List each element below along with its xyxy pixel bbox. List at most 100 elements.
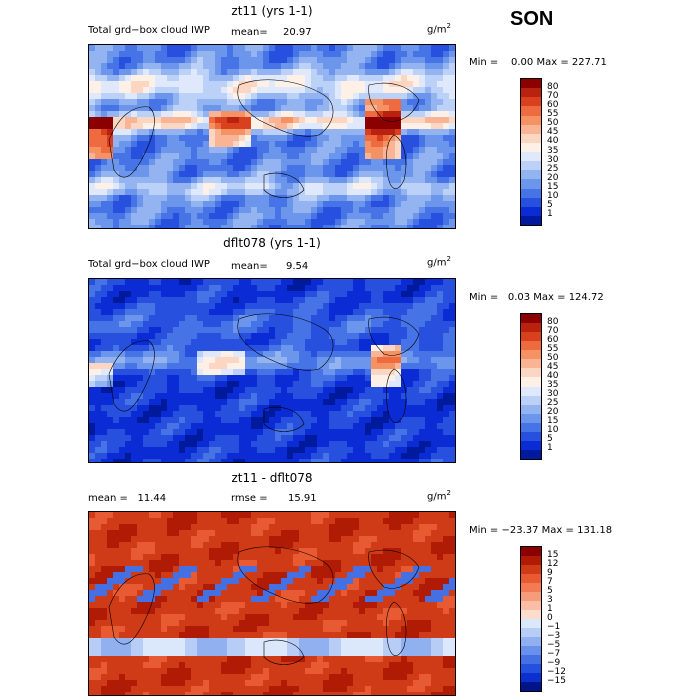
colorbar-tick-label: 50 — [547, 118, 559, 129]
panel-title: dflt078 (yrs 1-1) — [223, 236, 321, 250]
colorbar-swatch — [521, 673, 541, 682]
stat-label: rmse = — [231, 493, 268, 504]
colorbar-tick-label: 55 — [547, 343, 559, 354]
colorbar-tick-label: 60 — [547, 99, 559, 110]
colorbar-swatch — [521, 386, 541, 396]
colorbar-swatch — [521, 170, 541, 180]
colorbar-tick-label: 15 — [547, 416, 559, 427]
colorbar-tick-label: 35 — [547, 380, 559, 390]
colorbar-tick-label: 70 — [547, 325, 559, 336]
colorbar-swatch — [521, 115, 541, 125]
min-max-label: Min = 0.03 Max = 124.72 — [469, 292, 604, 303]
colorbar-tick-label: −9 — [547, 657, 561, 668]
colorbar-tick-label: 15 — [547, 182, 559, 192]
colorbar-tick-label: 15 — [547, 549, 559, 560]
colorbar — [520, 78, 542, 226]
colorbar-tick-label: −5 — [547, 639, 561, 650]
field-label: Total grd−box cloud IWP — [88, 25, 210, 36]
colorbar-swatch — [521, 422, 541, 432]
colorbar-tick-label: 50 — [547, 352, 559, 363]
stat-value: 9.54 — [286, 261, 309, 272]
colorbar — [520, 313, 542, 460]
field-label: Total grd−box cloud IWP — [88, 259, 210, 270]
colorbar-swatch — [521, 404, 541, 414]
map-plot — [88, 44, 456, 229]
colorbar-tick-label: 10 — [547, 425, 559, 436]
colorbar-tick-label: 12 — [547, 558, 559, 569]
colorbar-swatch — [521, 655, 541, 664]
colorbar-swatch — [521, 197, 541, 207]
season-label: SON — [510, 8, 554, 30]
colorbar-swatch — [521, 413, 541, 423]
colorbar-swatch — [521, 97, 541, 107]
colorbar-tick-label: 35 — [547, 145, 559, 156]
colorbar-swatch — [521, 592, 541, 601]
colorbar-swatch — [521, 323, 541, 333]
colorbar-swatch — [521, 377, 541, 387]
colorbar-swatch — [521, 664, 541, 673]
colorbar-swatch — [521, 619, 541, 628]
map-plot — [88, 278, 456, 463]
colorbar-swatch — [521, 179, 541, 189]
colorbar-swatch — [521, 79, 541, 89]
colorbar-tick-label: 30 — [547, 154, 559, 165]
colorbar-swatch — [521, 556, 541, 565]
colorbar-swatch — [521, 332, 541, 342]
colorbar-tick-label: 1 — [547, 603, 553, 614]
colorbar-tick-label: 25 — [547, 163, 559, 174]
panel-title: zt11 - dflt078 — [231, 471, 313, 485]
units-label: g/m2 — [427, 22, 451, 36]
colorbar-swatch — [521, 610, 541, 619]
colorbar-swatch — [521, 682, 541, 691]
units-label: g/m2 — [427, 255, 451, 269]
colorbar-swatch — [521, 206, 541, 216]
colorbar-swatch — [521, 161, 541, 171]
colorbar-swatch — [521, 583, 541, 592]
stat-label: mean= — [231, 27, 268, 38]
colorbar-tick-label: 30 — [547, 389, 559, 400]
min-max-label: Min = 0.00 Max = 227.71 — [469, 57, 607, 68]
colorbar-swatch — [521, 574, 541, 583]
colorbar-tick-label: 40 — [547, 136, 559, 147]
colorbar-tick-label: 45 — [547, 127, 559, 138]
colorbar-tick-label: 5 — [547, 200, 553, 211]
colorbar-swatch — [521, 359, 541, 369]
colorbar-swatch — [521, 646, 541, 655]
min-max-label: Min = −23.37 Max = 131.18 — [469, 525, 613, 536]
colorbar-tick-label: 7 — [547, 576, 553, 587]
colorbar-tick-label: −1 — [547, 621, 561, 632]
field-label: mean = 11.44 — [88, 493, 167, 504]
colorbar-tick-label: 1 — [547, 443, 553, 454]
colorbar-swatch — [521, 431, 541, 441]
colorbar-swatch — [521, 88, 541, 98]
colorbar-tick-label: 0 — [547, 612, 553, 623]
colorbar-tick-label: 20 — [547, 172, 559, 183]
map-plot — [88, 511, 456, 696]
colorbar-tick-label: 40 — [547, 370, 559, 381]
colorbar-tick-label: 3 — [547, 594, 553, 605]
colorbar-tick-label: −3 — [547, 630, 561, 641]
colorbar-tick-label: 5 — [547, 585, 553, 596]
colorbar-tick-label: 45 — [547, 361, 559, 372]
stat-value: 15.91 — [288, 493, 317, 504]
colorbar-tick-label: 80 — [547, 81, 559, 92]
units-label: g/m2 — [427, 489, 451, 503]
colorbar-swatch — [521, 440, 541, 450]
colorbar-tick-label: 20 — [547, 407, 559, 418]
colorbar-swatch — [521, 152, 541, 162]
colorbar-swatch — [521, 628, 541, 637]
stat-value: 20.97 — [283, 27, 312, 38]
colorbar-swatch — [521, 601, 541, 610]
colorbar-swatch — [521, 215, 541, 225]
colorbar-tick-label: 5 — [547, 434, 553, 445]
panel-title: zt11 (yrs 1-1) — [231, 4, 313, 18]
colorbar-tick-label: −12 — [547, 666, 566, 677]
colorbar-swatch — [521, 565, 541, 574]
colorbar-swatch — [521, 368, 541, 378]
colorbar-swatch — [521, 395, 541, 405]
colorbar — [520, 546, 542, 692]
colorbar-swatch — [521, 124, 541, 134]
colorbar-swatch — [521, 106, 541, 116]
colorbar-swatch — [521, 133, 541, 143]
colorbar-swatch — [521, 449, 541, 459]
